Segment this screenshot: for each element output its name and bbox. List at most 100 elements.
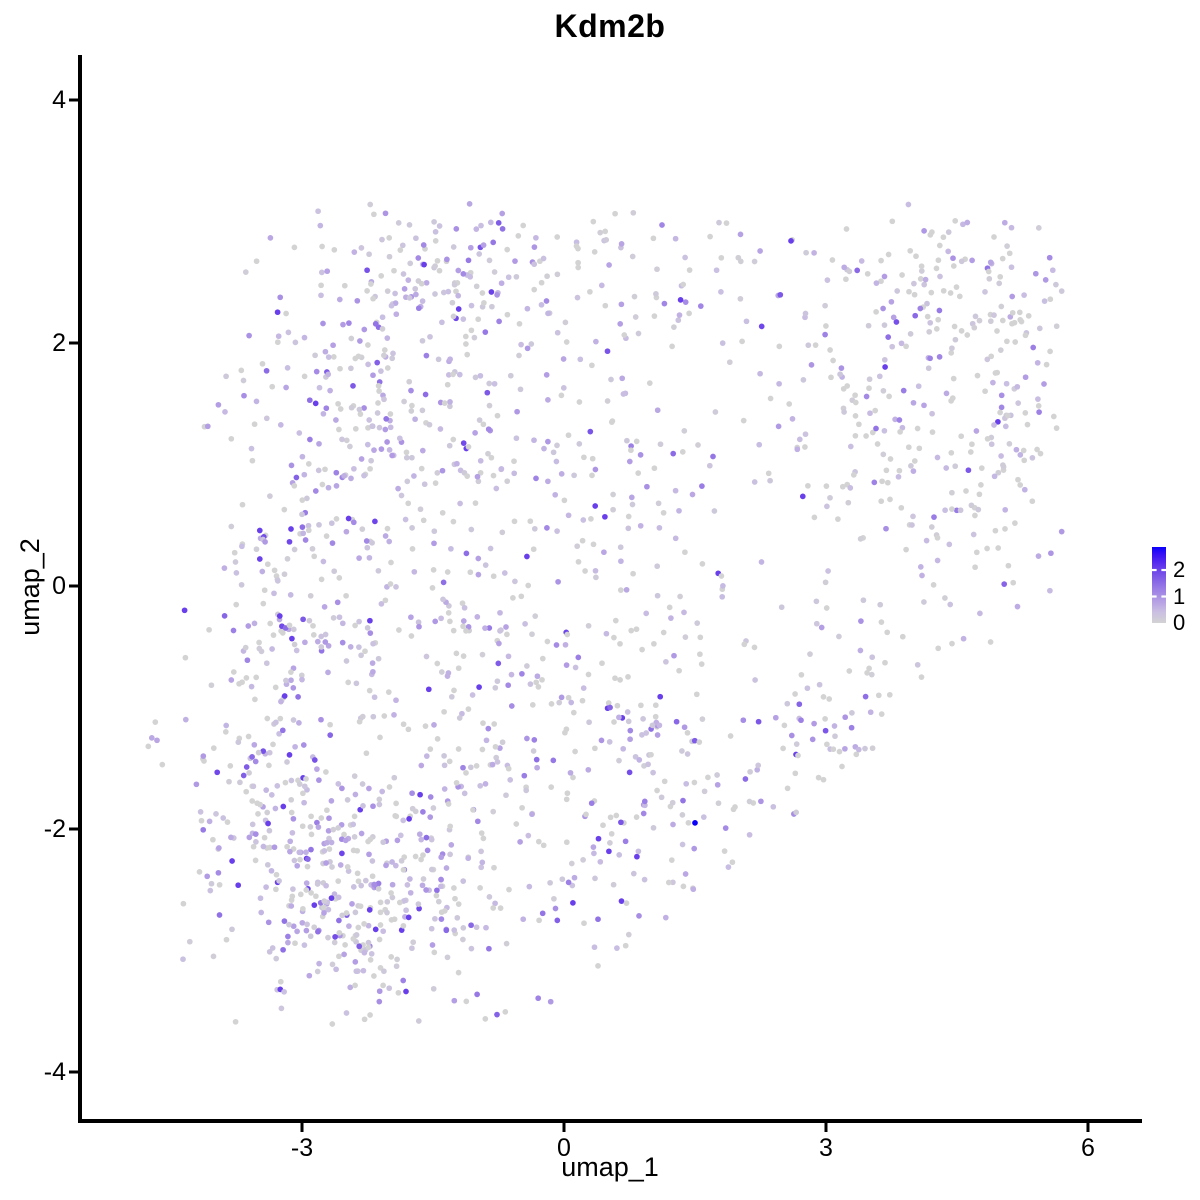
data-point: [911, 280, 917, 287]
data-point: [273, 719, 279, 726]
data-point: [986, 275, 993, 282]
data-point: [460, 316, 467, 322]
data-point: [461, 604, 468, 611]
data-point: [283, 384, 289, 391]
data-point: [637, 452, 644, 458]
data-point: [267, 235, 274, 241]
data-point: [823, 605, 830, 611]
data-point: [465, 444, 472, 450]
data-point: [562, 319, 569, 326]
data-point: [696, 739, 703, 745]
data-point: [507, 372, 514, 379]
data-point: [813, 620, 820, 627]
data-point: [1022, 332, 1029, 339]
data-point: [883, 467, 890, 474]
data-point: [1025, 313, 1032, 319]
data-point: [991, 422, 997, 428]
data-point: [445, 372, 452, 378]
data-point: [450, 313, 457, 320]
data-point: [836, 748, 843, 755]
data-point: [405, 726, 412, 733]
data-point: [460, 925, 467, 931]
data-point: [297, 856, 303, 863]
data-point: [310, 622, 316, 629]
data-point: [881, 273, 888, 280]
y-tick-mark: [69, 827, 78, 831]
data-point: [387, 424, 394, 431]
data-point: [720, 583, 726, 589]
data-point: [448, 693, 455, 700]
data-point: [592, 503, 599, 509]
data-point: [591, 944, 598, 951]
data-point: [636, 757, 643, 763]
data-point: [601, 549, 607, 556]
data-point: [405, 500, 412, 507]
data-point: [658, 794, 665, 801]
data-point: [467, 273, 474, 280]
data-point: [380, 839, 387, 846]
data-point: [222, 729, 229, 735]
data-point: [1014, 383, 1021, 390]
data-point: [765, 470, 772, 477]
data-point: [491, 721, 498, 727]
data-point: [666, 604, 673, 611]
data-point: [277, 715, 284, 722]
data-point: [473, 226, 480, 232]
data-point: [564, 631, 571, 638]
data-point: [421, 261, 427, 268]
data-point: [746, 831, 753, 838]
data-point: [914, 425, 921, 432]
data-point: [852, 432, 859, 439]
data-point: [878, 711, 885, 717]
data-point: [477, 782, 484, 789]
data-point: [316, 960, 322, 967]
data-point: [409, 805, 416, 812]
data-point: [371, 211, 377, 218]
y-tick-mark: [69, 98, 78, 102]
data-point: [949, 395, 956, 401]
data-point: [233, 570, 240, 576]
data-point: [413, 235, 419, 242]
data-point: [607, 840, 613, 846]
data-point: [628, 443, 634, 449]
data-point: [419, 407, 426, 414]
data-point: [839, 763, 845, 770]
data-point: [423, 653, 430, 660]
y-tick-label: 4: [52, 86, 66, 114]
data-point: [1036, 325, 1043, 332]
data-point: [269, 646, 275, 652]
data-point: [700, 814, 707, 820]
data-point: [504, 631, 510, 638]
data-point: [634, 853, 640, 860]
data-point: [386, 447, 393, 453]
data-point: [486, 945, 492, 952]
data-point: [370, 713, 377, 720]
data-point: [878, 619, 885, 625]
data-point: [239, 501, 246, 508]
data-point: [281, 918, 288, 924]
data-point: [587, 288, 593, 295]
data-point: [995, 469, 1002, 476]
data-point: [978, 465, 985, 471]
data-point: [1009, 320, 1015, 327]
data-point: [316, 521, 322, 528]
data-point: [593, 338, 599, 345]
data-point: [341, 473, 347, 479]
data-point: [301, 334, 308, 341]
data-point: [328, 798, 335, 804]
y-tick-label: -2: [43, 815, 66, 843]
x-tick-mark: [1086, 1123, 1090, 1132]
data-point: [612, 617, 619, 624]
data-point: [935, 257, 942, 264]
data-point: [266, 827, 273, 834]
data-point: [321, 910, 327, 916]
data-point: [213, 811, 219, 817]
data-point: [602, 302, 609, 309]
data-point: [544, 273, 550, 280]
data-point: [296, 720, 302, 726]
data-point: [718, 254, 725, 261]
data-point: [443, 927, 450, 934]
data-point: [403, 454, 410, 461]
data-point: [719, 340, 726, 346]
colorbar-tick: [1152, 568, 1157, 572]
